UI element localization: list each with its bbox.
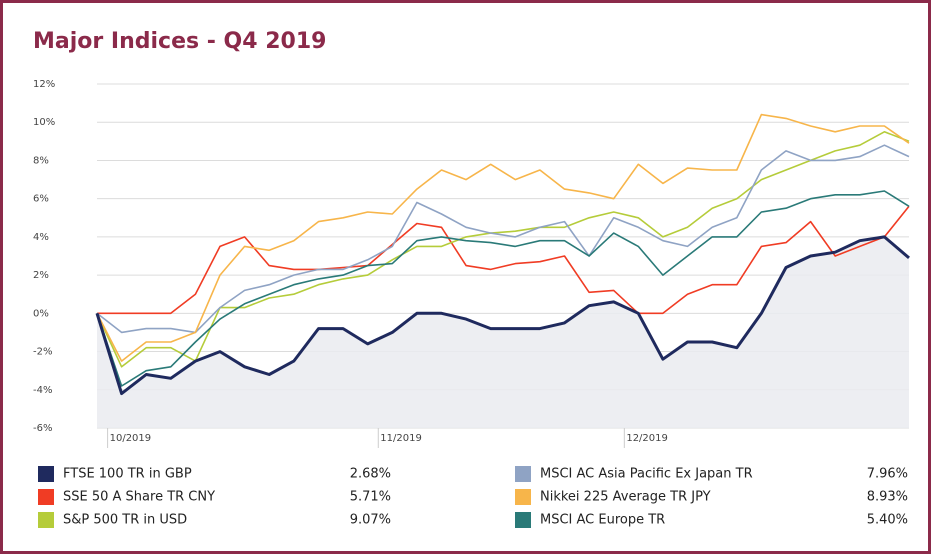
legend-swatch (38, 512, 54, 528)
chart: Major Indices - Q4 2019 -6% -4% -2% 0% 2% 4% 6… (33, 29, 910, 528)
area (97, 236, 909, 428)
y-tick-label: 0% (33, 308, 49, 319)
legend-value: 5.71% (350, 490, 391, 505)
legend-value: 7.96% (867, 467, 908, 482)
legend-label: SSE 50 A Share TR CNY (63, 490, 215, 505)
legend-label: Nikkei 225 Average TR JPY (540, 490, 711, 505)
y-tick-label: 4% (33, 232, 49, 243)
chart-title: Major Indices - Q4 2019 (33, 29, 326, 54)
line (95, 235, 910, 396)
legend-value: 5.40% (867, 513, 908, 528)
legend-value: 8.93% (867, 490, 908, 505)
y-tick-label: 12% (33, 79, 55, 90)
y-tick-label: -4% (33, 385, 52, 396)
legend-label: FTSE 100 TR in GBP (63, 467, 192, 482)
legend-swatch (515, 489, 531, 505)
line (96, 131, 910, 368)
legend-swatch (515, 466, 531, 482)
x-tick-label: 12/2019 (626, 433, 668, 444)
y-tick-label: 8% (33, 155, 49, 166)
x-tick-label: 11/2019 (380, 433, 422, 444)
legend-value: 9.07% (350, 513, 391, 528)
y-tick-label: 2% (33, 270, 49, 281)
line (97, 205, 910, 315)
y-tick-label: -6% (33, 423, 52, 434)
legend-swatch (38, 489, 54, 505)
legend-label: S&P 500 TR in USD (63, 513, 187, 528)
y-tick-label: 10% (33, 117, 55, 128)
legend-label: MSCI AC Asia Pacific Ex Japan TR (540, 467, 753, 482)
legend-value: 2.68% (350, 467, 391, 482)
y-tick-label: 6% (33, 194, 49, 205)
x-tick-label: 10/2019 (110, 433, 152, 444)
legend-label: MSCI AC Europe TR (540, 513, 665, 528)
line (96, 190, 910, 387)
line (96, 113, 910, 362)
line (96, 144, 910, 334)
legend-swatch (515, 512, 531, 528)
y-tick-label: -2% (33, 347, 52, 358)
legend-swatch (38, 466, 54, 482)
